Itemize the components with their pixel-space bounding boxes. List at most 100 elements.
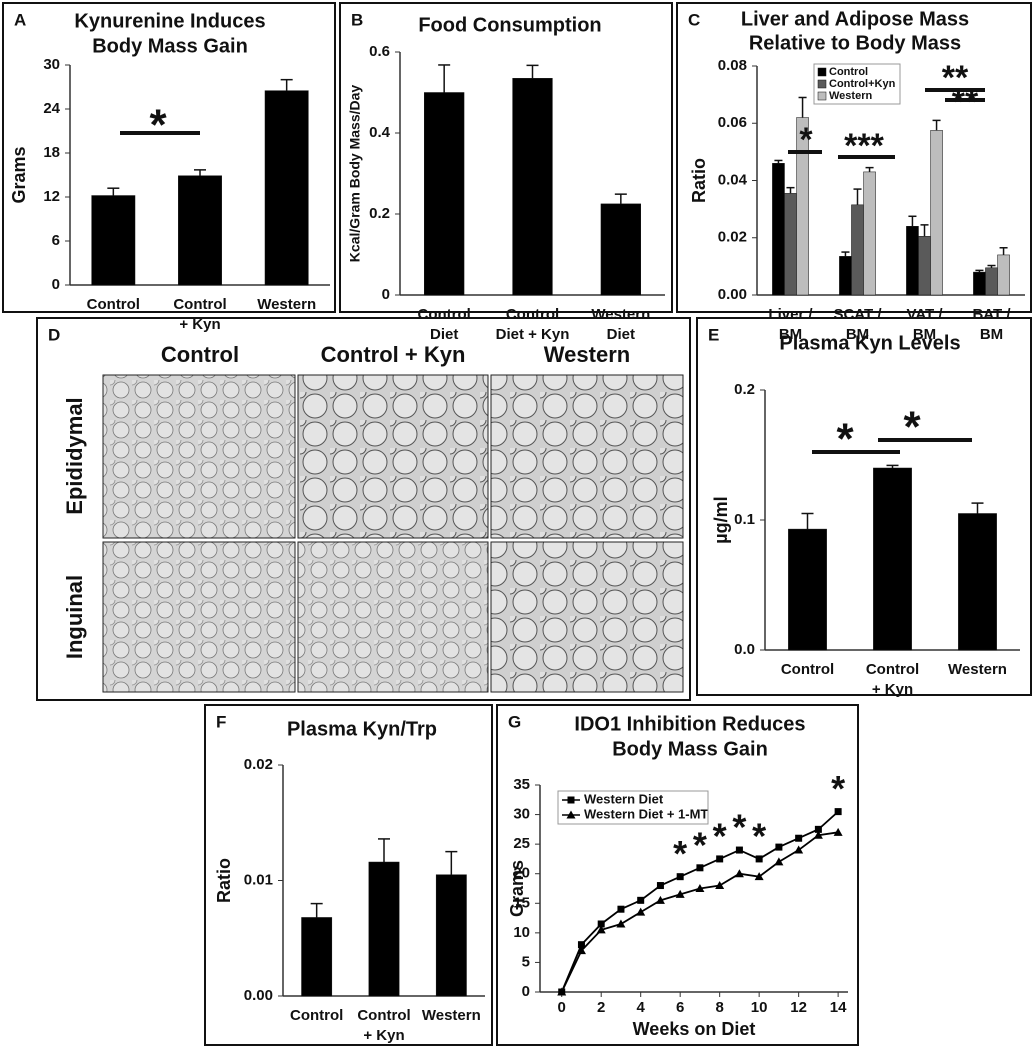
chart-title: Liver and Adipose Mass — [741, 8, 969, 30]
marker — [834, 808, 842, 816]
y-tick-label: 35 — [513, 776, 530, 793]
x-tick-label: Diet — [607, 326, 635, 343]
x-tick-label: BAT / — [972, 306, 1011, 323]
x-tick-label: BM — [846, 326, 869, 343]
marker — [755, 855, 763, 863]
bar — [772, 163, 785, 296]
bar — [839, 256, 852, 296]
x-tick-label: Diet — [430, 326, 458, 343]
chart-title: IDO1 Inhibition Reduces — [574, 713, 805, 735]
y-tick-label: 6 — [52, 232, 60, 249]
bar — [301, 917, 333, 997]
legend-swatch — [817, 67, 827, 77]
marker — [576, 946, 586, 955]
histology-image — [102, 374, 296, 539]
panel-label: E — [708, 325, 719, 344]
panel-label: G — [508, 712, 521, 731]
x-tick-label: + Kyn — [363, 1027, 404, 1044]
column-header: Control + Kyn — [321, 342, 466, 367]
chart-title: Food Consumption — [418, 14, 601, 36]
marker — [715, 881, 725, 890]
histology-image — [490, 374, 684, 539]
chart-title: Relative to Body Mass — [749, 32, 961, 54]
y-tick-label: 0.0 — [734, 641, 755, 658]
bar — [863, 171, 876, 296]
bar — [985, 267, 998, 296]
y-tick-label: 18 — [43, 144, 60, 161]
marker — [695, 884, 705, 892]
bar — [930, 130, 943, 296]
marker — [656, 882, 664, 890]
x-tick-label: 14 — [830, 999, 847, 1016]
panel-label: A — [14, 10, 26, 29]
y-tick-label: 0.04 — [718, 171, 748, 188]
bar — [368, 861, 400, 997]
bar — [435, 874, 467, 997]
bar — [512, 78, 553, 296]
y-axis-label: Grams — [9, 146, 29, 203]
marker — [734, 869, 744, 878]
marker — [616, 919, 626, 928]
bar — [997, 254, 1010, 296]
x-tick-label: Control — [173, 296, 226, 313]
legend-label: Control — [829, 66, 868, 78]
bar — [600, 203, 641, 296]
histology-image — [297, 541, 489, 693]
x-tick-label: Control — [418, 306, 471, 323]
x-tick-label: Control — [781, 661, 834, 678]
panel-frame — [2, 2, 336, 313]
significance-star: * — [732, 807, 746, 848]
x-tick-label: Western — [591, 306, 650, 323]
x-tick-label: SCAT / — [833, 306, 882, 323]
significance-star: * — [713, 815, 727, 856]
marker — [754, 872, 764, 881]
panel-label: F — [216, 712, 226, 731]
y-axis-label: Kcal/Gram Body Mass/Day — [347, 85, 363, 263]
legend-label: Control+Kyn — [829, 78, 896, 90]
x-tick-label: Diet + Kyn — [496, 326, 570, 343]
significance-star: * — [799, 121, 813, 159]
panel-frame — [496, 704, 859, 1046]
bar — [918, 236, 931, 296]
y-tick-label: 5 — [522, 953, 530, 970]
panel-frame — [696, 317, 1032, 696]
significance-star: *** — [844, 127, 884, 165]
marker — [596, 925, 606, 934]
marker — [655, 895, 665, 904]
y-tick-label: 0 — [522, 983, 530, 1000]
marker — [557, 987, 567, 996]
marker — [775, 843, 783, 851]
x-tick-label: 12 — [790, 999, 807, 1016]
y-tick-label: 0.01 — [244, 871, 273, 888]
y-axis-label: Grams — [507, 860, 527, 917]
x-tick-label: Control — [357, 1007, 410, 1024]
significance-star: * — [903, 403, 921, 452]
x-tick-label: + Kyn — [179, 316, 220, 333]
y-tick-label: 0.00 — [244, 987, 273, 1004]
significance-star: * — [752, 815, 766, 856]
y-tick-label: 24 — [43, 100, 60, 117]
chart-title: Plasma Kyn Levels — [779, 332, 960, 354]
y-tick-label: 0.2 — [369, 205, 390, 222]
marker — [716, 855, 724, 863]
bar — [873, 467, 912, 651]
panel-label: D — [48, 325, 60, 344]
legend-swatch — [817, 91, 827, 101]
x-tick-label: Western — [257, 296, 316, 313]
marker — [637, 896, 645, 904]
marker — [617, 905, 625, 913]
marker — [566, 810, 576, 819]
y-tick-label: 0.06 — [718, 114, 747, 131]
histology-image — [102, 541, 296, 693]
y-tick-label: 15 — [513, 894, 530, 911]
column-header: Control — [161, 342, 239, 367]
legend-swatch — [817, 79, 827, 89]
x-tick-label: Control — [866, 661, 919, 678]
legend-label: Western Diet + 1-MT — [584, 806, 708, 821]
bar — [91, 195, 136, 286]
y-tick-label: 0.1 — [734, 511, 755, 528]
row-header: Epididymal — [62, 397, 87, 514]
bar — [178, 175, 222, 286]
bar — [264, 90, 309, 286]
marker — [577, 941, 585, 949]
